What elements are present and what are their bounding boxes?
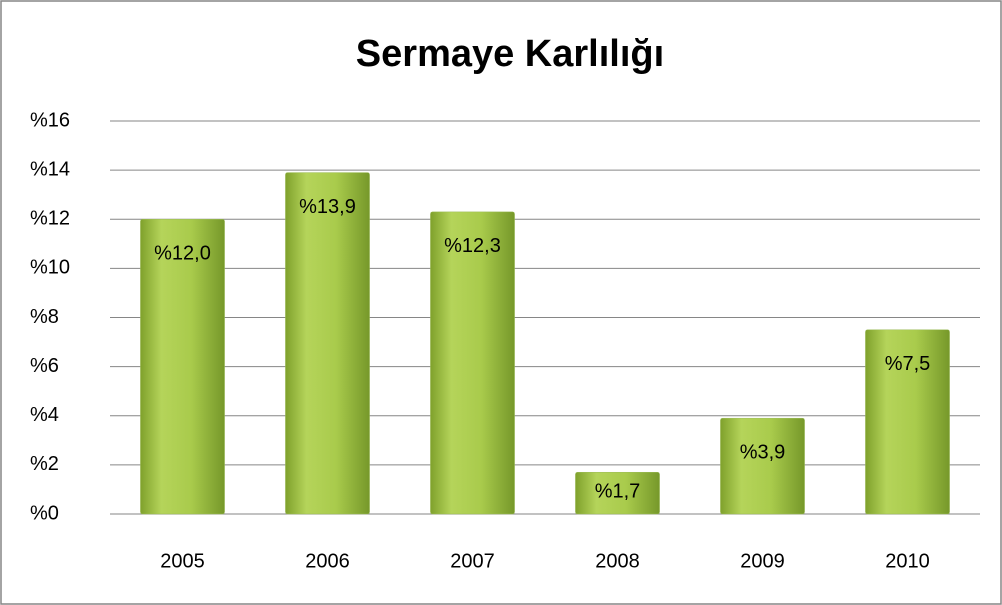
value-label: %12,3 bbox=[444, 235, 501, 257]
value-label: %3,9 bbox=[740, 441, 786, 463]
x-tick-label: 2006 bbox=[305, 550, 350, 572]
bar bbox=[140, 219, 225, 515]
x-tick-label: 2008 bbox=[595, 550, 640, 572]
x-tick-label: 2007 bbox=[450, 550, 495, 572]
chart-title: Sermaye Karlılığı bbox=[356, 33, 664, 75]
y-tick-label: %8 bbox=[30, 306, 59, 328]
y-tick-label: %4 bbox=[30, 404, 59, 426]
x-tick-label: 2005 bbox=[160, 550, 205, 572]
bar bbox=[430, 211, 515, 515]
y-tick-label: %6 bbox=[30, 355, 59, 377]
x-tick-label: 2010 bbox=[885, 550, 930, 572]
y-tick-label: %16 bbox=[30, 109, 70, 131]
bar bbox=[720, 417, 805, 515]
y-tick-label: %0 bbox=[30, 502, 59, 524]
bar bbox=[285, 172, 370, 515]
value-label: %1,7 bbox=[595, 480, 641, 502]
y-tick-label: %14 bbox=[30, 158, 70, 180]
y-tick-label: %2 bbox=[30, 453, 59, 475]
y-tick-label: %12 bbox=[30, 208, 70, 230]
x-tick-label: 2009 bbox=[740, 550, 785, 572]
value-label: %12,0 bbox=[154, 243, 211, 265]
y-tick-label: %10 bbox=[30, 257, 70, 279]
value-label: %7,5 bbox=[885, 353, 931, 375]
value-label: %13,9 bbox=[299, 196, 356, 218]
bar bbox=[865, 329, 950, 515]
bar bbox=[575, 471, 660, 515]
